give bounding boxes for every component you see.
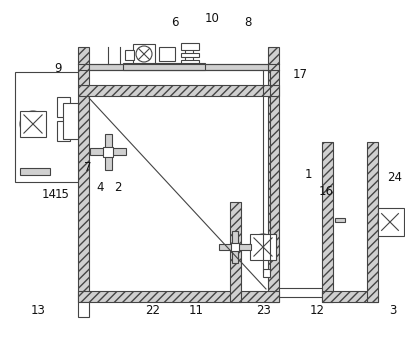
Bar	[181, 60, 198, 64]
Text: 9: 9	[54, 61, 62, 74]
Text: 13: 13	[30, 304, 45, 316]
Bar	[63, 103, 78, 139]
Text: 24: 24	[386, 172, 401, 184]
Bar	[78, 85, 89, 302]
Bar	[133, 44, 155, 64]
Text: 3: 3	[388, 304, 396, 316]
Bar	[123, 63, 205, 70]
Bar	[105, 134, 112, 170]
Bar	[125, 50, 134, 60]
Text: 14: 14	[41, 188, 56, 202]
Bar	[90, 148, 126, 155]
Text: 11: 11	[188, 304, 203, 316]
Bar	[230, 243, 239, 251]
Text: 4: 4	[96, 182, 104, 194]
Text: 1: 1	[303, 168, 311, 182]
Bar	[78, 302, 89, 317]
Text: 16: 16	[318, 185, 333, 198]
Text: 8: 8	[244, 16, 251, 29]
Bar	[249, 234, 275, 260]
Text: 22: 22	[145, 304, 160, 316]
Bar	[185, 44, 192, 64]
Text: 17: 17	[292, 68, 307, 82]
Bar	[230, 202, 241, 302]
Bar	[57, 97, 70, 117]
Bar	[103, 147, 113, 157]
Bar	[218, 244, 250, 250]
Bar	[377, 208, 403, 236]
Bar	[181, 43, 198, 50]
Bar	[78, 291, 278, 302]
Text: 2: 2	[114, 182, 121, 194]
Bar	[78, 47, 89, 85]
Bar	[334, 218, 344, 222]
Text: 7: 7	[84, 161, 92, 175]
Bar	[321, 291, 377, 302]
Bar	[262, 269, 269, 277]
Text: 12: 12	[309, 304, 324, 316]
Bar	[267, 85, 278, 302]
Bar	[267, 47, 278, 85]
Bar	[366, 142, 377, 302]
Bar	[15, 72, 78, 182]
Bar	[321, 142, 332, 302]
Bar	[78, 85, 278, 96]
Bar	[231, 231, 237, 263]
Text: 6: 6	[171, 16, 178, 29]
Bar	[159, 47, 175, 61]
Bar	[20, 168, 50, 175]
Bar	[20, 111, 46, 137]
Bar	[181, 53, 198, 57]
Text: 10: 10	[204, 11, 219, 25]
Bar	[89, 64, 267, 70]
Bar	[57, 121, 70, 141]
Text: 15: 15	[54, 188, 69, 202]
Text: 23: 23	[256, 304, 271, 316]
